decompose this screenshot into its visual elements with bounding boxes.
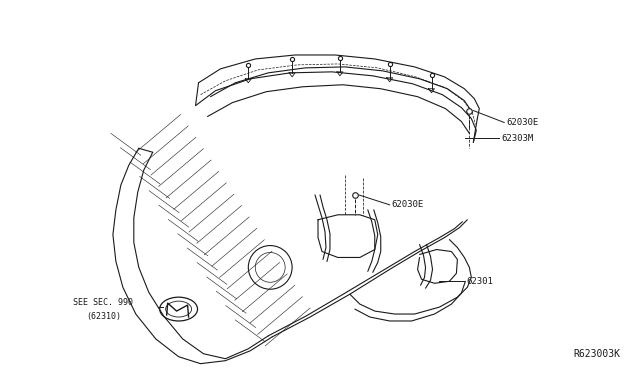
Text: 62301: 62301: [467, 277, 493, 286]
Text: R623003K: R623003K: [573, 349, 621, 359]
Text: SEE SEC. 990: SEE SEC. 990: [73, 298, 133, 307]
Text: 62030E: 62030E: [392, 201, 424, 209]
Text: 62030E: 62030E: [506, 118, 538, 127]
Text: 62303M: 62303M: [501, 134, 534, 143]
Text: (62310): (62310): [86, 311, 121, 321]
